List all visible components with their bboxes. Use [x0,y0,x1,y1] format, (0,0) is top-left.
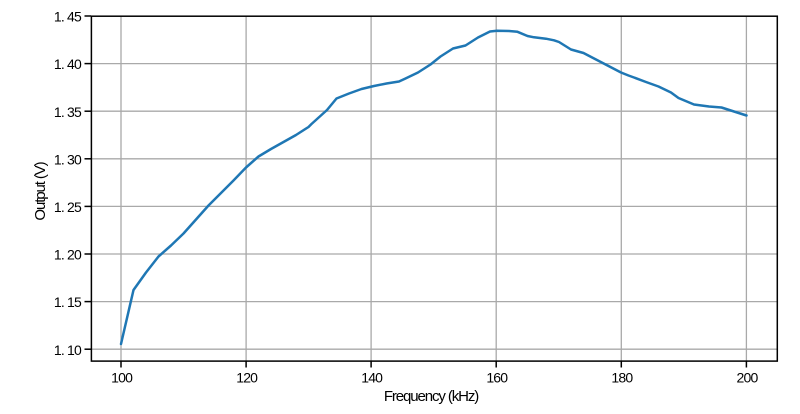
svg-text:140: 140 [361,369,383,385]
svg-text:1. 40: 1. 40 [54,56,82,72]
svg-text:200: 200 [737,369,759,385]
svg-text:1. 15: 1. 15 [54,294,82,310]
svg-text:160: 160 [486,369,508,385]
svg-text:100: 100 [111,369,133,385]
svg-text:Frequency (kHz): Frequency (kHz) [384,388,479,405]
svg-text:1. 25: 1. 25 [54,199,82,215]
svg-text:1. 10: 1. 10 [54,342,82,358]
svg-text:180: 180 [611,369,633,385]
svg-text:1. 20: 1. 20 [54,247,82,263]
svg-text:Output (V): Output (V) [32,161,49,220]
svg-text:1. 30: 1. 30 [54,151,82,167]
svg-text:120: 120 [236,369,258,385]
svg-text:1. 45: 1. 45 [54,9,82,25]
svg-text:1. 35: 1. 35 [54,104,82,120]
